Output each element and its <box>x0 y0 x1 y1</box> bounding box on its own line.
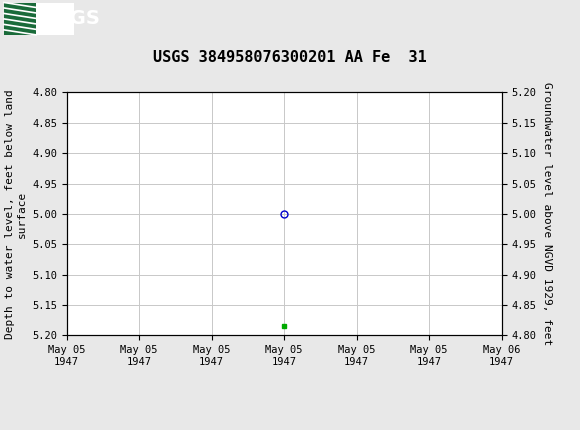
Bar <box>4 3 36 35</box>
Text: USGS 384958076300201 AA Fe  31: USGS 384958076300201 AA Fe 31 <box>153 50 427 65</box>
Text: USGS: USGS <box>40 9 100 28</box>
Bar <box>4 3 74 35</box>
Y-axis label: Depth to water level, feet below land
surface: Depth to water level, feet below land su… <box>5 89 27 339</box>
Y-axis label: Groundwater level above NGVD 1929, feet: Groundwater level above NGVD 1929, feet <box>542 82 552 346</box>
